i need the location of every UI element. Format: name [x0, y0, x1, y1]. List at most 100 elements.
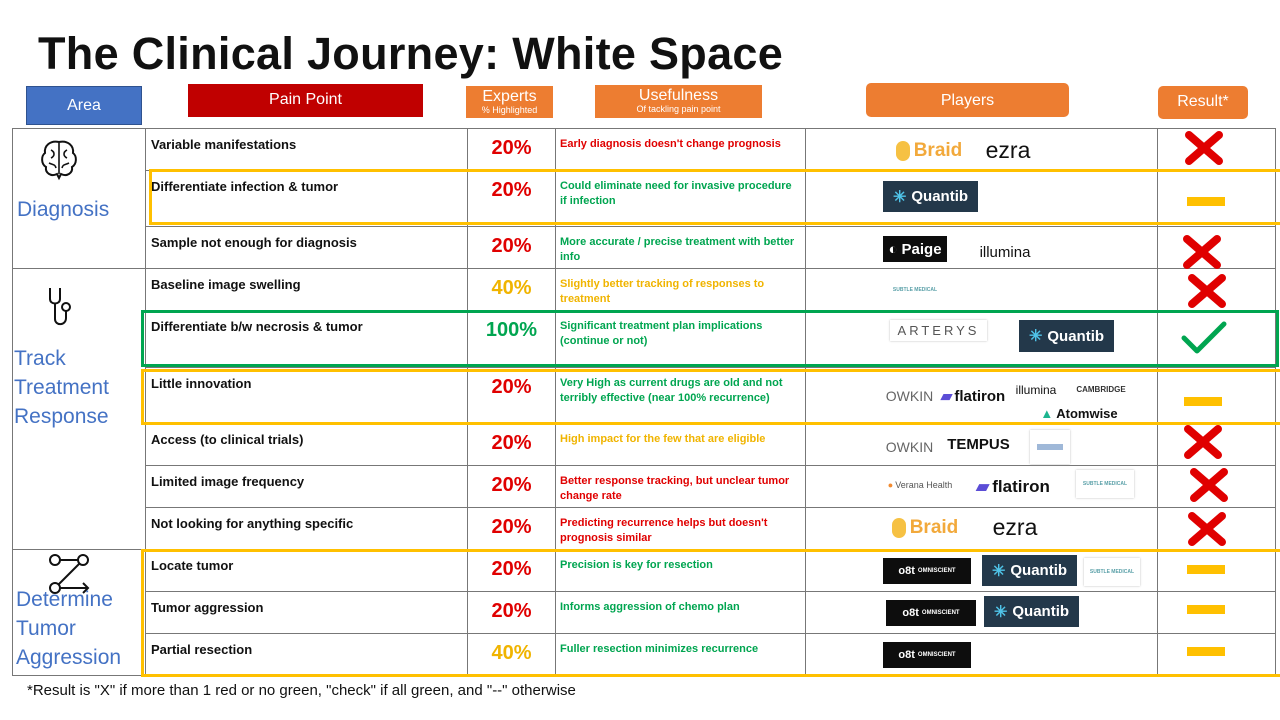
braid-logo-text: Braid	[909, 517, 959, 538]
omniscient-logo: o8t OMNISCIENT	[886, 600, 976, 626]
braid-logo: Braid	[885, 513, 965, 543]
pain-point: Limited image frequency	[145, 465, 468, 508]
illumina-logo: illumina	[979, 243, 1031, 261]
area-label-line: Response	[14, 405, 109, 428]
pain-point: Sample not enough for diagnosis	[145, 226, 468, 269]
experts-pct: 20%	[467, 423, 556, 466]
players-cell	[805, 633, 1158, 676]
usefulness-text: Fuller resection minimizes recurrence	[555, 633, 806, 676]
quantib-logo-text: Quantib	[911, 188, 969, 205]
flatiron-logo-text: flatiron	[954, 387, 1006, 405]
experts-pct: 20%	[467, 549, 556, 592]
omniscient-logo-text: OMNISCIENT	[921, 610, 960, 616]
verana-icon: ●	[887, 480, 894, 490]
braid-logo: Braid	[891, 136, 967, 166]
usefulness-text: Better response tracking, but unclear tu…	[555, 465, 806, 508]
area-header: Area	[26, 86, 142, 125]
x-icon	[1185, 131, 1223, 165]
area-cell-tumor-aggression	[12, 549, 146, 676]
area-label-tumor-aggression: Determine Tumor Aggression	[16, 585, 121, 672]
pain-point-header-label: Pain Point	[269, 91, 342, 108]
table-row: Differentiate infection & tumor 20% Coul…	[13, 170, 1276, 227]
unknown-logo	[1030, 430, 1070, 464]
experts-pct: 20%	[467, 170, 556, 227]
area-cell-diagnosis	[12, 128, 146, 269]
owkin-logo: OWKIN	[885, 439, 934, 455]
paige-logo: ◐ Paige	[883, 236, 947, 262]
quantib-icon: ✳	[991, 562, 1006, 580]
paige-logo-text: Paige	[901, 240, 942, 258]
verana-health-logo: ● Verana Health	[885, 473, 955, 497]
usefulness-text: Very High as current drugs are old and n…	[555, 367, 806, 424]
experts-pct: 40%	[467, 268, 556, 311]
x-icon	[1188, 512, 1226, 546]
experts-header-label: Experts	[482, 88, 537, 105]
quantib-logo: ✳ Quantib	[883, 181, 978, 212]
dash-icon	[1184, 397, 1222, 406]
pain-point: Baseline image swelling	[145, 268, 468, 311]
x-icon	[1188, 274, 1226, 308]
quantib-logo: ✳ Quantib	[1019, 320, 1114, 352]
players-cell	[805, 507, 1158, 550]
table-row: Locate tumor 20% Precision is key for re…	[12, 549, 1276, 676]
players-cell	[805, 128, 1158, 171]
paige-icon: ◐	[888, 240, 898, 258]
flatiron-icon: ▰	[976, 477, 990, 496]
pain-point: Variable manifestations	[145, 128, 468, 171]
braid-icon	[895, 141, 910, 161]
quantib-logo: ✳ Quantib	[984, 596, 1079, 627]
ezra-logo: ezra	[985, 136, 1031, 163]
omniscient-icon: o8t	[898, 565, 915, 577]
pain-point: Not looking for anything specific	[145, 507, 468, 550]
subtle-medical-logo: SUBTLE MEDICAL	[1076, 470, 1134, 498]
dash-icon	[1187, 605, 1225, 614]
usefulness-text: Informs aggression of chemo plan	[555, 591, 806, 634]
table-row: Baseline image swelling 40% Slightly bet…	[12, 268, 1276, 550]
usefulness-text: High impact for the few that are eligibl…	[555, 423, 806, 466]
omniscient-icon: o8t	[898, 649, 915, 661]
quantib-logo: ✳ Quantib	[982, 555, 1077, 586]
players-header-label: Players	[940, 92, 995, 109]
experts-pct: 20%	[467, 367, 556, 424]
experts-header-sub: % Highlighted	[481, 104, 538, 115]
result-header: Result*	[1158, 86, 1248, 119]
usefulness-header: Usefulness Of tackling pain point	[595, 85, 762, 118]
players-header: Players	[866, 83, 1069, 117]
pain-point: Differentiate infection & tumor	[145, 170, 468, 227]
omniscient-logo-text: OMNISCIENT	[917, 568, 956, 574]
usefulness-text: Slightly better tracking of responses to…	[555, 268, 806, 311]
cambridge-logo: CAMBRIDGE	[1076, 384, 1126, 394]
footnote: *Result is "X" if more than 1 red or no …	[27, 682, 576, 699]
illumina-logo: illumina	[1015, 383, 1057, 397]
page-title: The Clinical Journey: White Space	[38, 28, 784, 79]
usefulness-text: Could eliminate need for invasive proced…	[555, 170, 806, 227]
quantib-logo-text: Quantib	[1010, 562, 1068, 579]
players-cell	[805, 591, 1158, 634]
dash-icon	[1187, 565, 1225, 574]
atomwise-icon: ▲	[1040, 405, 1054, 421]
omniscient-icon: o8t	[902, 607, 919, 619]
experts-pct: 20%	[467, 226, 556, 269]
flatiron-icon: ▰	[940, 388, 953, 405]
braid-logo-text: Braid	[913, 140, 963, 161]
owkin-logo: OWKIN	[885, 388, 934, 404]
experts-pct: 20%	[467, 465, 556, 508]
check-icon	[1181, 321, 1227, 354]
experts-header: Experts % Highlighted	[466, 86, 553, 118]
table-row: Variable manifestations 20% Early diagno…	[12, 128, 1276, 269]
braid-icon	[891, 518, 906, 538]
area-label-track-treatment: Track Treatment Response	[14, 344, 109, 431]
area-label-line: Treatment	[14, 376, 109, 399]
usefulness-text: More accurate / precise treatment with b…	[555, 226, 806, 269]
players-cell	[805, 170, 1158, 227]
table-row: Tumor aggression 20% Informs aggression …	[13, 591, 1276, 634]
ezra-logo: ezra	[992, 513, 1038, 540]
journey-table: Variable manifestations 20% Early diagno…	[12, 128, 1276, 676]
usefulness-text: Significant treatment plan implications …	[555, 310, 806, 368]
table-row: Partial resection 40% Fuller resection m…	[13, 633, 1276, 676]
subtle-medical-logo: SUBTLE MEDICAL	[892, 287, 938, 293]
result-cell	[1157, 367, 1276, 424]
quantib-logo-text: Quantib	[1047, 327, 1105, 345]
atomwise-logo: ▲ Atomwise	[1034, 404, 1124, 422]
flatiron-logo: ▰ flatiron	[966, 474, 1060, 500]
